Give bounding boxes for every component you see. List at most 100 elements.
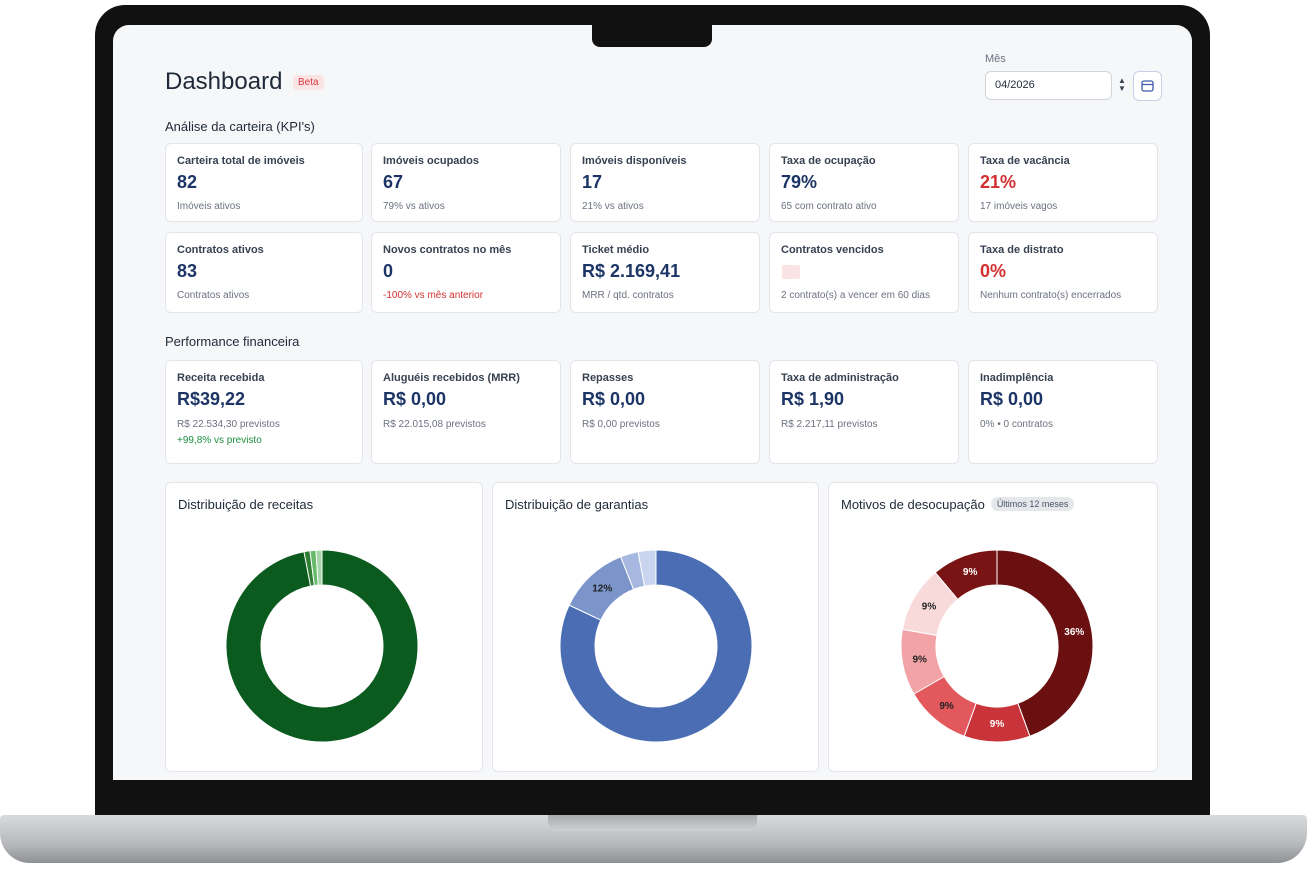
- chart-badge: Últimos 12 meses: [990, 497, 1075, 511]
- kpi-label: Inadimplência: [980, 372, 1054, 384]
- kpi-value: 83: [177, 261, 198, 281]
- camera-notch: [592, 25, 712, 47]
- kpi-label: Repasses: [582, 372, 634, 384]
- kpi-label: Imóveis disponíveis: [582, 155, 687, 167]
- donut-segment: [225, 549, 419, 743]
- donut-label: 9%: [990, 719, 1005, 730]
- kpi-card: Taxa de administração R$ 1,90 R$ 2.217,11 …: [769, 360, 959, 464]
- donut-segment: [637, 549, 657, 587]
- kpi-card: Taxa de ocupação 79% 65 com contrato ativo: [769, 143, 959, 222]
- placeholder-icon: [782, 265, 800, 279]
- kpi-card: Novos contratos no mês 0 -100% vs mês ante…: [371, 232, 561, 313]
- kpi-card: Ticket médio R$ 2.169,41 MRR / qtd. contra…: [570, 232, 760, 313]
- chart-title: Motivos de desocupação Últimos 12 meses: [841, 497, 1075, 512]
- kpi-label: Ticket médio: [582, 244, 650, 256]
- kpi-note: 21% vs ativos: [582, 201, 644, 212]
- chart-title: Distribuição de receitas: [178, 497, 313, 512]
- kpi-label: Contratos ativos: [177, 244, 264, 256]
- kpi-value: R$ 0,00: [582, 389, 646, 409]
- kpi-note: Nenhum contrato(s) encerrados: [980, 290, 1122, 301]
- section-title: Análise da carteira (KPI's): [165, 119, 315, 134]
- page-title: Dashboard: [165, 68, 283, 95]
- kpi-label: Aluguéis recebidos (MRR): [383, 372, 520, 384]
- kpi-card: Contratos vencidos 2 contrato(s) a vencer…: [769, 232, 959, 313]
- donut-label: 9%: [912, 654, 927, 665]
- kpi-card: Receita recebida R$39,22 R$ 22.534,30 prev…: [165, 360, 363, 464]
- donut-label: 36%: [1064, 627, 1084, 638]
- donut-chart: 36% 9% 9% 9% 9% 9%: [900, 549, 1094, 743]
- kpi-note: 65 com contrato ativo: [781, 201, 877, 212]
- kpi-card: Repasses R$ 0,00 R$ 0,00 previstos: [570, 360, 760, 464]
- kpi-value: 0%: [980, 261, 1007, 281]
- kpi-label: Taxa de vacância: [980, 155, 1070, 167]
- kpi-note: 2 contrato(s) a vencer em 60 dias: [781, 290, 930, 301]
- kpi-note: 0% • 0 contratos: [980, 419, 1053, 430]
- kpi-value: 17: [582, 172, 603, 192]
- kpi-card: Contratos ativos 83 Contratos ativos: [165, 232, 363, 313]
- kpi-value: R$ 1,90: [781, 389, 845, 409]
- donut-label: 9%: [939, 701, 954, 712]
- beta-badge: Beta: [293, 75, 324, 90]
- donut-segment: [996, 549, 1094, 737]
- kpi-note: R$ 0,00 previstos: [582, 419, 660, 430]
- kpi-card: Imóveis disponíveis 17 21% vs ativos: [570, 143, 760, 222]
- kpi-label: Taxa de administração: [781, 372, 899, 384]
- chart-title-text: Distribuição de receitas: [178, 497, 314, 512]
- kpi-value: 67: [383, 172, 404, 192]
- kpi-value: 21%: [980, 172, 1017, 192]
- kpi-card: Aluguéis recebidos (MRR) R$ 0,00 R$ 22.015…: [371, 360, 561, 464]
- kpi-value: 82: [177, 172, 198, 192]
- kpi-note: Contratos ativos: [177, 290, 250, 301]
- kpi-value: 0: [383, 261, 394, 281]
- kpi-note: 17 imóveis vagos: [980, 201, 1058, 212]
- month-spinner[interactable]: ▲ ▼: [1118, 76, 1126, 93]
- kpi-card: Inadimplência R$ 0,00 0% • 0 contratos: [968, 360, 1158, 464]
- donut-segment: [559, 549, 753, 743]
- kpi-card: Carteira total de imóveis 82 Imóveis ativo…: [165, 143, 363, 222]
- month-value: 04/2026: [995, 79, 1035, 91]
- kpi-value: R$ 0,00: [980, 389, 1044, 409]
- kpi-card: Taxa de vacância 21% 17 imóveis vagos: [968, 143, 1158, 222]
- kpi-value: R$ 2.169,41: [582, 261, 681, 281]
- kpi-label: Receita recebida: [177, 372, 265, 384]
- kpi-value: R$39,22: [177, 389, 246, 409]
- kpi-label: Contratos vencidos: [781, 244, 884, 256]
- chart-panel: Motivos de desocupação Últimos 12 meses 36…: [828, 482, 1158, 772]
- base-notch: [548, 815, 757, 831]
- kpi-label: Taxa de distrato: [980, 244, 1064, 256]
- kpi-note: MRR / qtd. contratos: [582, 290, 674, 301]
- kpi-value: 79%: [781, 172, 818, 192]
- kpi-card: Imóveis ocupados 67 79% vs ativos: [371, 143, 561, 222]
- chart-panel: Distribuição de garantias 12%: [492, 482, 819, 772]
- donut-chart: [225, 549, 419, 743]
- donut-label: 12%: [592, 583, 612, 594]
- kpi-note: R$ 22.534,30 previstos: [177, 419, 280, 430]
- kpi-label: Taxa de ocupação: [781, 155, 876, 167]
- chart-title-text: Distribuição de garantias: [505, 497, 649, 512]
- donut-segment: [315, 549, 323, 586]
- kpi-card: Taxa de distrato 0% Nenhum contrato(s) enc…: [968, 232, 1158, 313]
- kpi-label: Novos contratos no mês: [383, 244, 512, 256]
- donut-segment: [934, 549, 998, 600]
- kpi-note: +99,8% vs previsto: [177, 435, 262, 446]
- donut-label: 9%: [963, 567, 978, 578]
- donut-label: 9%: [922, 601, 937, 612]
- kpi-note: R$ 2.217,11 previstos: [781, 419, 878, 430]
- kpi-note: -100% vs mês anterior: [383, 290, 484, 301]
- chart-panel: Distribuição de receitas: [165, 482, 483, 772]
- kpi-label: Carteira total de imóveis: [177, 155, 305, 167]
- chart-title: Distribuição de garantias: [505, 497, 648, 512]
- kpi-value: R$ 0,00: [383, 389, 447, 409]
- kpi-note: R$ 22.015,08 previstos: [383, 419, 486, 430]
- section-title: Performance financeira: [165, 334, 300, 349]
- month-input[interactable]: [985, 71, 1112, 100]
- kpi-label: Imóveis ocupados: [383, 155, 479, 167]
- calendar-icon: [1141, 80, 1154, 92]
- month-label: Mês: [985, 53, 1006, 65]
- donut-chart: 12%: [559, 549, 753, 743]
- calendar-button[interactable]: [1133, 71, 1162, 101]
- kpi-note: Imóveis ativos: [177, 201, 241, 212]
- chart-title-text: Motivos de desocupação: [841, 497, 985, 512]
- kpi-note: 79% vs ativos: [383, 201, 445, 212]
